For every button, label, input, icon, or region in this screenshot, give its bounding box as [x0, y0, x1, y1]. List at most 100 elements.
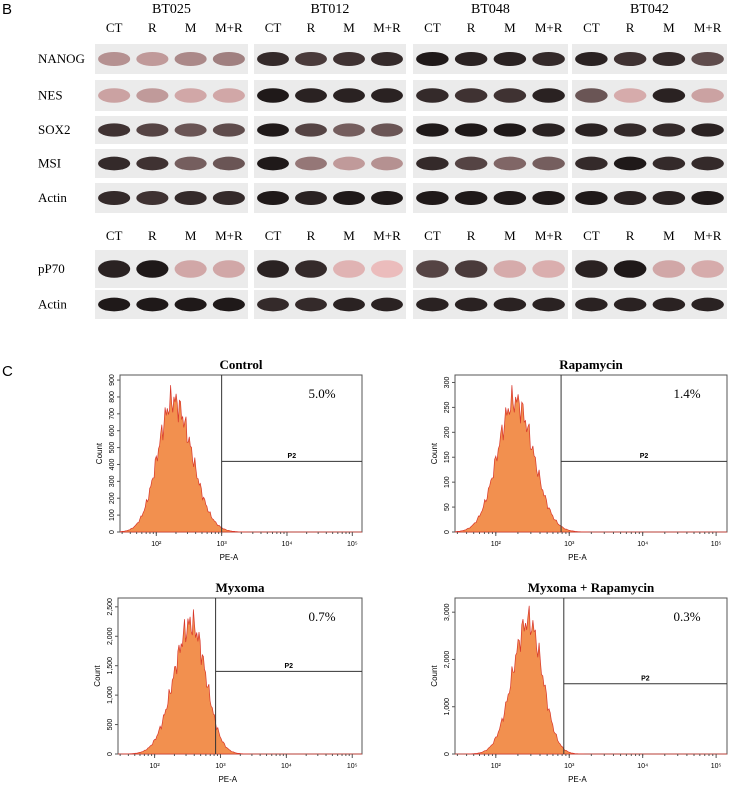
blot-band: [136, 190, 169, 206]
blot-band: [575, 51, 608, 67]
y-tick-label: 800: [109, 391, 116, 403]
lane-label: M: [504, 20, 516, 35]
lane-label: M+R: [215, 20, 243, 35]
gate-label: P2: [640, 453, 649, 460]
blot-band: [454, 123, 488, 137]
y-tick-label: 250: [444, 401, 451, 413]
lane-label: CT: [265, 228, 282, 243]
blot-band: [174, 51, 207, 67]
lane-label: CT: [424, 20, 441, 35]
blot-band: [257, 156, 289, 171]
blot-band: [136, 156, 169, 171]
blot-band: [652, 51, 686, 67]
percent-label: 5.0%: [308, 386, 335, 401]
y-tick-label: 100: [444, 476, 451, 488]
blot-band: [174, 88, 207, 103]
blot-band: [212, 190, 245, 206]
x-tick-label: 10³: [564, 541, 575, 548]
lane-label: CT: [583, 228, 600, 243]
blot-band: [212, 88, 245, 103]
blot-band: [174, 123, 207, 137]
blot-band: [493, 88, 527, 103]
blot-band: [532, 51, 565, 67]
blot-band: [613, 51, 647, 67]
blot-band: [493, 156, 527, 171]
x-axis-label: PE-A: [218, 775, 237, 784]
y-tick-label: 500: [107, 719, 114, 731]
y-axis-label: Count: [93, 665, 102, 687]
x-tick-label: 10³: [217, 541, 228, 548]
blot-band: [454, 190, 488, 206]
lane-label: R: [148, 20, 157, 35]
marker-label: MSI: [38, 155, 61, 170]
x-axis-label: PE-A: [568, 553, 587, 562]
histogram: [119, 385, 362, 533]
blot-band: [257, 297, 289, 312]
blot-band: [575, 123, 608, 137]
y-tick-label: 0: [109, 530, 116, 534]
blot-band: [613, 88, 647, 103]
blot-band: [493, 123, 527, 137]
blot-band: [575, 190, 608, 206]
blot-band: [454, 88, 488, 103]
blot-band: [174, 297, 207, 312]
blot-band: [212, 297, 245, 312]
blot-band: [98, 123, 131, 137]
y-tick-label: 100: [109, 509, 116, 521]
lane-label: M+R: [694, 20, 722, 35]
y-tick-label: 2,500: [107, 598, 114, 616]
blot-band: [691, 123, 724, 137]
blot-band: [652, 190, 686, 206]
blot-band: [333, 297, 365, 312]
gate-label: P2: [641, 676, 650, 683]
blot-band: [532, 156, 565, 171]
y-axis-label: Count: [95, 442, 104, 464]
x-tick-label: 10²: [491, 541, 502, 548]
x-axis-label: PE-A: [568, 775, 587, 784]
blot-band: [454, 297, 488, 312]
lane-label: CT: [106, 20, 123, 35]
y-tick-label: 0: [107, 752, 114, 756]
blot-band: [691, 190, 724, 206]
blot-band: [257, 123, 289, 137]
blot-band: [532, 88, 565, 103]
blot-band: [371, 190, 403, 206]
blot-band: [98, 88, 131, 103]
y-tick-label: 50: [444, 503, 451, 511]
x-axis-label: PE-A: [220, 553, 239, 562]
blot-band: [371, 123, 403, 137]
lane-label: M+R: [215, 228, 243, 243]
blot-band: [333, 190, 365, 206]
y-tick-label: 150: [444, 451, 451, 463]
blot-band: [212, 260, 245, 278]
marker-label: Actin: [38, 190, 67, 205]
lane-label: M: [343, 228, 355, 243]
y-tick-label: 700: [109, 408, 116, 420]
blot-band: [295, 88, 327, 103]
y-axis-label: Count: [430, 442, 439, 464]
blot-band: [613, 260, 647, 278]
gate-label: P2: [285, 663, 294, 670]
blot-band: [333, 123, 365, 137]
blot-band: [371, 156, 403, 171]
blot-band: [416, 88, 449, 103]
blot-band: [532, 190, 565, 206]
blot-band: [613, 297, 647, 312]
group-label: BT012: [311, 2, 350, 17]
x-tick-label: 10⁵: [711, 763, 722, 770]
lane-label: R: [307, 20, 316, 35]
lane-label: M+R: [373, 20, 401, 35]
percent-label: 0.7%: [308, 609, 335, 624]
blot-band: [333, 260, 365, 278]
blot-band: [174, 260, 207, 278]
marker-label: Actin: [38, 296, 67, 311]
blot-band: [295, 260, 327, 278]
gate-label: P2: [288, 453, 297, 460]
blot-band: [575, 156, 608, 171]
blot-band: [416, 123, 449, 137]
x-tick-label: 10²: [150, 763, 161, 770]
y-tick-label: 200: [444, 426, 451, 438]
blot-band: [295, 51, 327, 67]
y-tick-label: 400: [109, 459, 116, 471]
x-tick-label: 10⁴: [637, 541, 648, 548]
